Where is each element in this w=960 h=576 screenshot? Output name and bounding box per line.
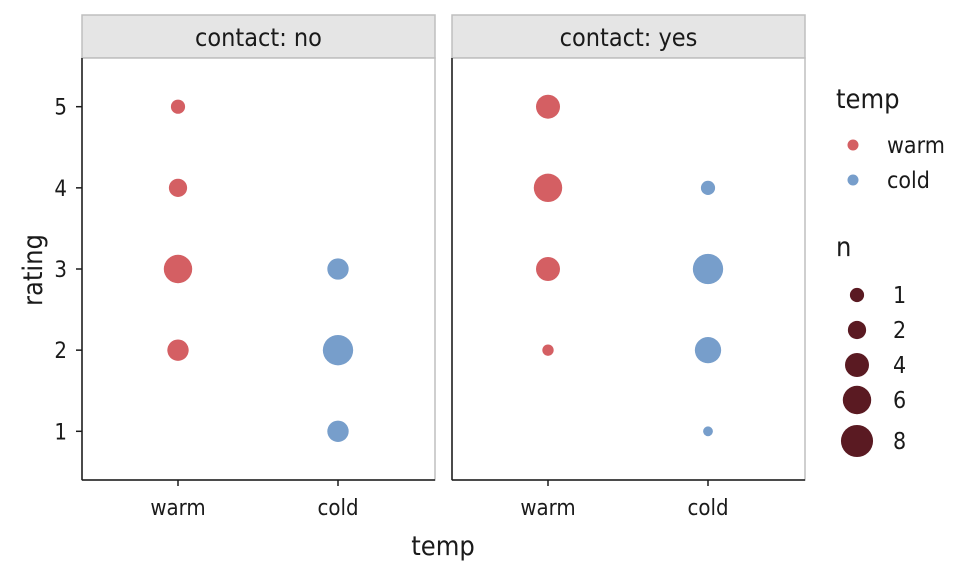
- size-legend-label: 8: [893, 429, 906, 455]
- panel-background: [81, 57, 436, 481]
- y-tick-label: 2: [54, 339, 67, 364]
- size-legend-key: [842, 385, 872, 415]
- data-point: [327, 258, 349, 280]
- x-tick-label: cold: [687, 496, 728, 521]
- color-legend-key: [847, 139, 859, 151]
- x-tick-label: cold: [317, 496, 358, 521]
- x-axis-title: temp: [411, 531, 475, 562]
- strip-label: contact: no: [195, 23, 322, 52]
- color-legend-label: warm: [887, 133, 945, 159]
- color-legend: temp warm cold: [836, 84, 945, 194]
- data-point: [327, 420, 349, 442]
- size-legend-label: 1: [893, 283, 906, 309]
- data-point: [170, 99, 186, 114]
- data-point: [322, 334, 354, 366]
- strip-background: [451, 14, 806, 59]
- size-legend-key: [849, 287, 865, 303]
- color-legend-title: temp: [836, 84, 900, 115]
- size-legend-key: [845, 353, 869, 377]
- color-legend-label: cold: [887, 168, 930, 194]
- x-tick-label: warm: [520, 496, 575, 521]
- y-tick-label: 3: [54, 258, 67, 283]
- points-layer: [533, 94, 724, 437]
- y-axis-title: rating: [18, 234, 49, 306]
- size-legend-label: 2: [893, 318, 906, 344]
- data-point: [168, 178, 188, 197]
- size-legend-label: 4: [893, 353, 906, 379]
- y-axis-ticks: 1 2 3 4 5: [54, 96, 82, 445]
- strip-label: contact: yes: [560, 23, 698, 52]
- data-point: [542, 344, 554, 356]
- size-legend-title: n: [836, 232, 851, 263]
- data-point: [536, 257, 560, 281]
- data-point: [167, 339, 189, 361]
- y-tick-label: 5: [54, 96, 67, 121]
- data-point: [692, 253, 724, 285]
- color-legend-key: [847, 174, 859, 186]
- points-layer: [163, 99, 354, 442]
- y-tick-label: 1: [54, 420, 67, 445]
- size-legend-label: 6: [893, 388, 906, 414]
- strip-background: [81, 14, 436, 59]
- panel-contact-yes: contact: yes: [451, 14, 806, 481]
- data-point: [163, 254, 193, 284]
- data-point: [536, 94, 560, 119]
- size-legend-key: [840, 424, 874, 458]
- x-tick-label: warm: [150, 496, 205, 521]
- y-tick-label: 4: [54, 177, 67, 202]
- data-point: [694, 336, 722, 364]
- panel-contact-no: contact: no: [81, 14, 436, 481]
- size-legend-key: [847, 320, 867, 340]
- panel-background: [451, 57, 806, 481]
- x-axis-ticks: warm cold warm cold: [150, 480, 729, 521]
- data-point: [703, 426, 713, 437]
- size-legend: n 1 2 4 6 8: [836, 232, 906, 458]
- data-point: [700, 180, 716, 195]
- data-point: [533, 173, 563, 203]
